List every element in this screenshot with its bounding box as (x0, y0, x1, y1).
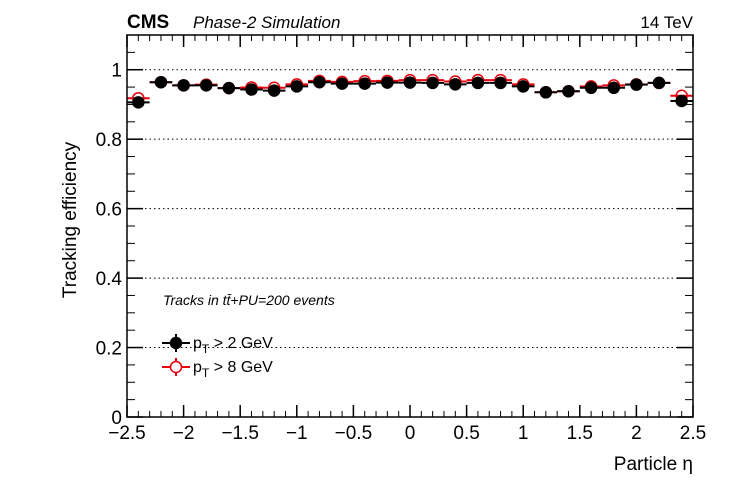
y-axis: 0 0.2 0.4 0.6 0.8 1 (96, 34, 693, 429)
data-point-pt2 (516, 80, 530, 93)
data-point-pt2 (381, 76, 394, 89)
data-point-pt2 (154, 75, 168, 89)
simulation-label: Phase-2 Simulation (193, 13, 340, 32)
y-tick-label: 1 (111, 61, 122, 82)
data-point-pt2 (290, 80, 304, 93)
data-point-pt2 (335, 77, 349, 90)
y-tick-label: 0.4 (96, 269, 123, 290)
x-tick-label: −2.5 (108, 423, 146, 444)
y-axis-title: Tracking efficiency (60, 141, 81, 298)
data-marks (127, 73, 693, 109)
x-tick-label: 0 (405, 423, 416, 444)
x-tick-label: −2 (173, 423, 195, 444)
x-tick-label: −1.5 (221, 423, 259, 444)
legend-marker (169, 360, 183, 374)
legend-marker (169, 336, 183, 350)
data-point-pt2 (494, 76, 507, 90)
x-tick-label: −0.5 (335, 423, 373, 444)
data-point-pt2 (426, 76, 439, 90)
data-point-pt2 (177, 79, 190, 92)
cms-label: CMS (127, 12, 169, 33)
legend-label: pT > 2 GeV (193, 335, 273, 356)
x-tick-label: 0.5 (453, 423, 479, 444)
data-point-pt2 (222, 81, 236, 95)
legend-label: pT > 8 GeV (193, 359, 273, 380)
x-axis: −2.5 −2 −1.5 −1 −0.5 0 0.5 1 1.5 2 2.5 (108, 35, 706, 444)
data-point-pt2 (675, 94, 688, 108)
data-point-pt2 (539, 86, 553, 99)
plot-frame (126, 34, 694, 418)
y-tick-label: 0.8 (96, 130, 122, 151)
data-point-pt2 (267, 84, 281, 97)
x-tick-label: 2.5 (680, 423, 706, 444)
y-tick-label: 0.2 (96, 339, 122, 360)
y-tick-label: 0.6 (96, 200, 122, 221)
data-point-pt2 (449, 78, 462, 91)
x-tick-label: 1.5 (567, 423, 593, 444)
x-axis-title: Particle η (614, 454, 693, 475)
data-point-pt2 (471, 76, 485, 90)
data-point-pt2 (607, 81, 621, 95)
data-point-pt2 (358, 77, 371, 90)
data-point-pt2 (313, 75, 326, 89)
data-point-pt2 (562, 85, 575, 98)
data-point-pt2 (630, 78, 643, 91)
y-tick-label: 0 (111, 408, 122, 429)
data-point-pt2 (403, 76, 417, 89)
energy-label: 14 TeV (640, 13, 693, 32)
data-point-pt2 (245, 83, 258, 96)
data-point-pt2 (132, 96, 145, 109)
sample-annotation: Tracks in tt̄+PU=200 events (163, 292, 335, 308)
x-tick-label: −1 (286, 423, 308, 444)
legend: pT > 2 GeV pT > 8 GeV (162, 334, 273, 380)
data-point-pt2 (652, 76, 666, 90)
x-tick-label: 2 (631, 423, 642, 444)
data-point-pt2 (199, 79, 213, 92)
data-point-pt2 (584, 81, 598, 95)
x-tick-label: 1 (518, 423, 529, 444)
